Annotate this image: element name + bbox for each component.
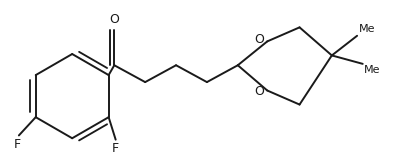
Text: O: O	[254, 86, 264, 98]
Text: O: O	[109, 13, 119, 26]
Text: Me: Me	[358, 24, 375, 34]
Text: F: F	[14, 138, 21, 151]
Text: O: O	[254, 34, 264, 46]
Text: Me: Me	[364, 65, 381, 75]
Text: F: F	[112, 142, 119, 155]
